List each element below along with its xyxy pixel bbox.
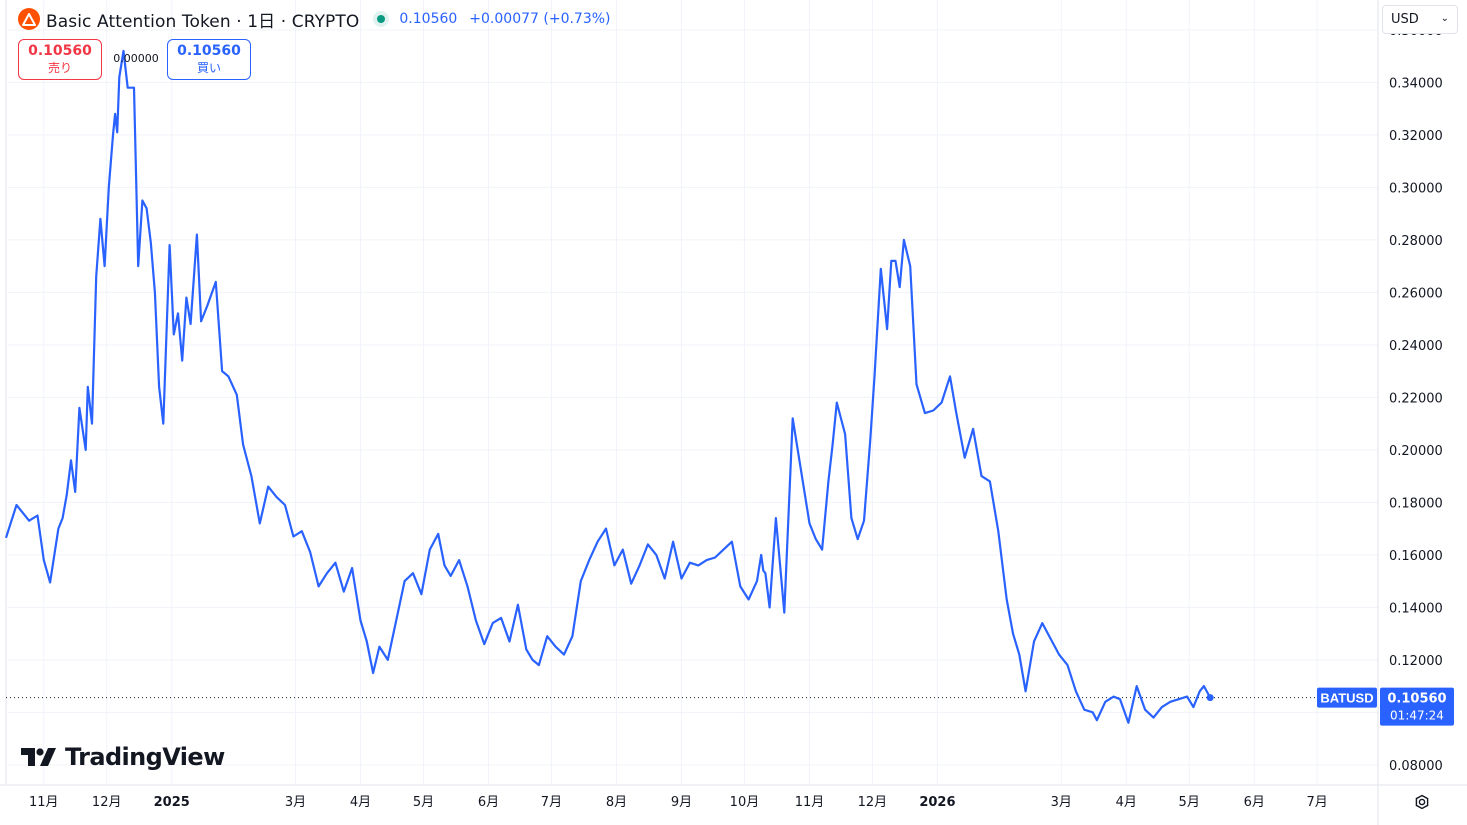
- settings-gear-icon[interactable]: [1410, 790, 1434, 814]
- bar-countdown: 01:47:24: [1390, 709, 1444, 723]
- x-tick-label: 7月: [541, 795, 562, 810]
- x-tick-label: 12月: [858, 795, 888, 810]
- legend-header: Basic Attention Token · 1日 · CRYPTO 0.10…: [18, 7, 611, 32]
- x-tick-label: 10月: [730, 795, 760, 810]
- bat-triangle-icon: [18, 8, 40, 30]
- x-tick-label: 3月: [285, 795, 306, 810]
- y-tick-label: 0.16000: [1389, 549, 1443, 564]
- sell-label: 売り: [47, 61, 72, 75]
- y-tick-label: 0.30000: [1389, 181, 1443, 196]
- sell-button[interactable]: 0.10560 売り: [18, 39, 102, 80]
- tradingview-logo[interactable]: TradingView: [21, 743, 225, 771]
- y-tick-label: 0.26000: [1389, 286, 1443, 301]
- buy-button[interactable]: 0.10560 買い: [167, 39, 251, 80]
- x-tick-label: 6月: [1244, 795, 1265, 810]
- x-tick-label: 9月: [671, 795, 692, 810]
- x-tick-label: 11月: [795, 795, 825, 810]
- symbol-tag: [1317, 687, 1377, 708]
- x-tick-label: 12月: [92, 795, 122, 810]
- spread-value: 0.00000: [113, 52, 159, 65]
- buy-label: 買い: [196, 61, 221, 75]
- last-price-tag: [1380, 687, 1454, 726]
- sell-price: 0.10560: [28, 43, 92, 59]
- currency-value: USD: [1391, 12, 1419, 27]
- tradingview-mark-icon: [21, 748, 56, 766]
- x-tick-label: 11月: [29, 795, 59, 810]
- grid: [6, 0, 1378, 784]
- header-price-change: +0.00077 (+0.73%): [469, 11, 611, 27]
- y-tick-label: 0.28000: [1389, 234, 1443, 249]
- price-series-line: [4, 49, 1212, 724]
- y-tick-label: 0.24000: [1389, 339, 1443, 354]
- header-last-price: 0.10560: [399, 11, 458, 27]
- symbol-title[interactable]: Basic Attention Token · 1日 · CRYPTO: [46, 11, 360, 32]
- x-tick-label: 5月: [413, 795, 434, 810]
- x-tick-label: 7月: [1307, 795, 1328, 810]
- y-tick-label: 0.14000: [1389, 601, 1443, 616]
- y-tick-label: 0.34000: [1389, 76, 1443, 91]
- time-axis[interactable]: 11月 12月 2025 3月 4月 5月 6月 7月 8月 9月 10月 11月 12月 2026 3月 4…: [29, 795, 1328, 810]
- chevron-down-icon: ⌄: [1440, 13, 1449, 24]
- y-tick-label: 0.18000: [1389, 496, 1443, 511]
- symbol-tag-text: BATUSD: [1320, 691, 1373, 706]
- x-tick-label: 5月: [1179, 795, 1200, 810]
- y-tick-label: 0.12000: [1389, 654, 1443, 669]
- x-tick-label: 2026: [919, 795, 955, 810]
- price-axis[interactable]: 0.08000 0.12000 0.14000 0.16000 0.18000 0.200…: [1389, 24, 1443, 774]
- y-tick-label: 0.20000: [1389, 444, 1443, 459]
- x-tick-label: 8月: [606, 795, 627, 810]
- x-tick-label: 2025: [154, 795, 190, 810]
- last-price-dot: [1206, 694, 1214, 702]
- tradingview-wordmark: TradingView: [65, 743, 225, 771]
- x-tick-label: 6月: [478, 795, 499, 810]
- y-tick-label: 0.22000: [1389, 391, 1443, 406]
- x-tick-label: 4月: [1116, 795, 1137, 810]
- y-tick-label: 0.08000: [1389, 759, 1443, 774]
- x-tick-label: 4月: [350, 795, 371, 810]
- x-tick-label: 3月: [1051, 795, 1072, 810]
- market-status-icon[interactable]: [373, 11, 390, 27]
- buy-price: 0.10560: [177, 43, 241, 59]
- currency-select[interactable]: USD ⌄: [1382, 5, 1458, 34]
- last-price-value: 0.10560: [1387, 692, 1446, 707]
- last-price-label: BATUSD 0.10560 01:47:24: [1317, 687, 1454, 726]
- y-tick-label: 0.32000: [1389, 129, 1443, 144]
